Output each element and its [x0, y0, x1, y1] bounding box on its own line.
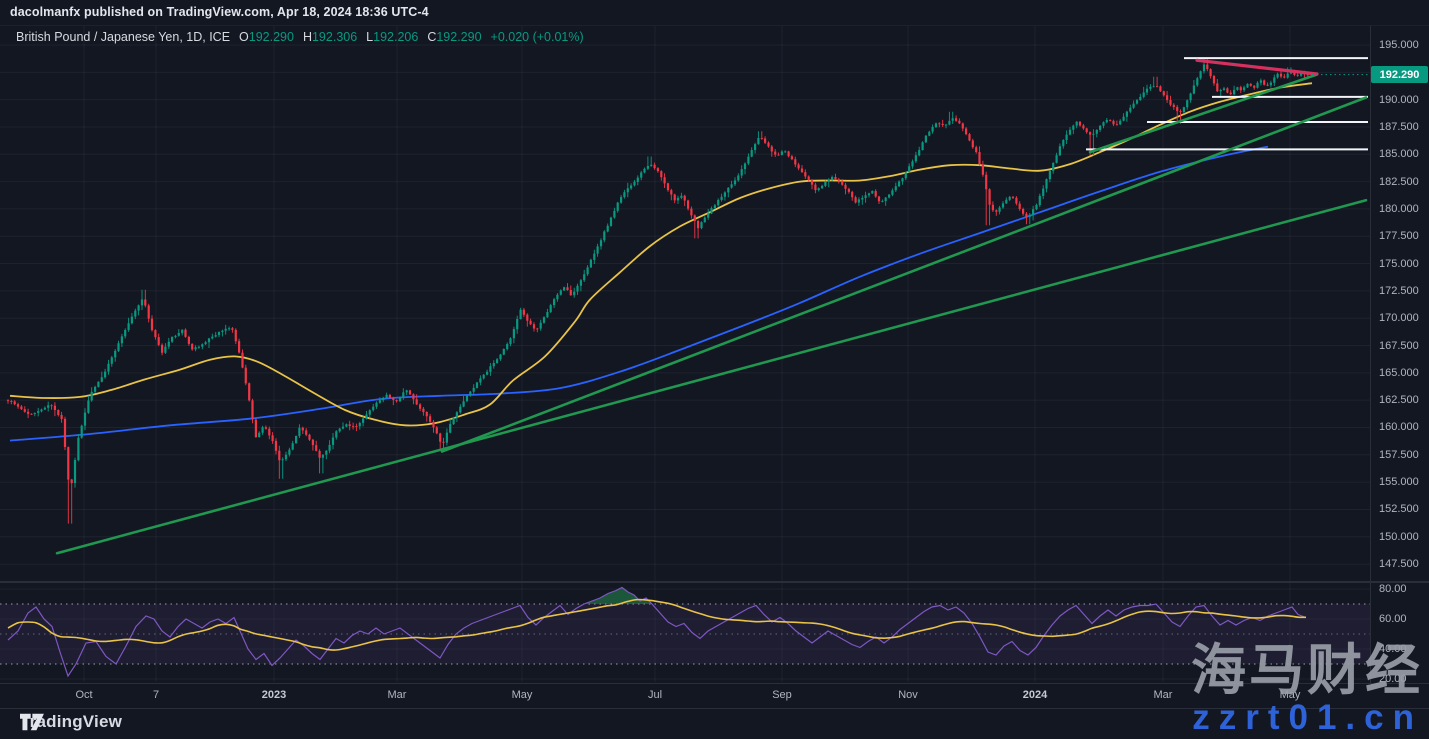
time-axis-label: 2024: [1022, 689, 1048, 701]
price-axis-label: 150.000: [1379, 530, 1419, 543]
time-axis-label: Jul: [647, 689, 663, 701]
rsi-indicator-pane[interactable]: [0, 583, 1370, 682]
price-axis-label: 167.500: [1379, 339, 1419, 352]
price-axis-label: 187.500: [1379, 120, 1419, 133]
rsi-axis-label: 60.00: [1379, 613, 1407, 625]
price-axis-label: 160.000: [1379, 421, 1419, 434]
pennant-upper-trendline: [1195, 58, 1319, 76]
price-axis-label: 177.500: [1379, 230, 1419, 243]
daily-change: +0.020 (+0.01%): [490, 30, 584, 44]
time-axis-label: Oct: [75, 689, 93, 701]
price-axis-label: 180.000: [1379, 202, 1419, 215]
time-axis-label: Mar: [1153, 689, 1173, 701]
price-axis-label: 195.000: [1379, 39, 1419, 51]
time-axis-label: Nov: [898, 689, 918, 701]
ohlc-open: O192.290: [239, 30, 294, 44]
rsi-axis-label: 20.00: [1379, 673, 1407, 685]
price-axis-label: 165.000: [1379, 366, 1419, 379]
price-axis-label: 155.000: [1379, 476, 1419, 489]
price-axis-label: 190.000: [1379, 93, 1419, 106]
tradingview-logo-text: TradingView: [20, 712, 123, 731]
price-axis-label: 157.500: [1379, 448, 1419, 461]
rsi-axis-label: 80.00: [1379, 583, 1407, 595]
price-axis-label: 170.000: [1379, 312, 1419, 325]
price-axis-label: 182.500: [1379, 175, 1419, 188]
secondary-support-trendline: [440, 96, 1368, 453]
price-axis-label: 185.000: [1379, 148, 1419, 161]
publish-header: dacolmanfx published on TradingView.com,…: [10, 5, 429, 19]
price-axis-label: 152.500: [1379, 503, 1419, 516]
price-axis[interactable]: 195.000 190.000 187.500 185.000 182.500 180.0…: [1371, 26, 1429, 685]
main-chart-pane[interactable]: [0, 26, 1370, 581]
pennant-lower-trendline: [1088, 73, 1319, 154]
price-axis-label: 147.500: [1379, 558, 1419, 571]
header-divider: [0, 25, 1429, 26]
time-axis-divider: [0, 683, 1429, 684]
time-axis-label: May: [511, 689, 533, 701]
time-axis-label: May: [1279, 689, 1301, 701]
down-candle-wicks: [7, 59, 1309, 524]
major-support-trendline: [55, 198, 1368, 555]
pane-resize-handle[interactable]: [0, 581, 1429, 583]
price-axis-label: 172.500: [1379, 284, 1419, 297]
footer-divider: [0, 708, 1429, 709]
rsi-band: [0, 604, 1370, 664]
symbol-info-bar[interactable]: British Pound / Japanese Yen, 1D, ICE O1…: [16, 30, 584, 44]
price-axis-label: 175.000: [1379, 257, 1419, 270]
tradingview-logo[interactable]: TradingView: [20, 712, 122, 732]
rsi-line: [7, 586, 1307, 678]
down-candle-bodies: [6, 64, 1309, 484]
time-axis-label: Sep: [772, 689, 792, 701]
tradingview-logo-icon: [20, 713, 44, 731]
price-axis-label: 162.500: [1379, 394, 1419, 407]
up-candle-wicks: [34, 59, 1302, 488]
symbol-title[interactable]: British Pound / Japanese Yen, 1D, ICE: [16, 30, 231, 44]
price-axis-divider: [1370, 26, 1371, 683]
rsi-ma-line: [7, 598, 1307, 651]
time-axis-label: 7: [152, 689, 160, 701]
time-axis-label: 2023: [261, 689, 287, 701]
ohlc-low: L192.206: [366, 30, 419, 44]
ma-100-line: [9, 82, 1313, 427]
time-axis[interactable]: Oct 7 2023 Mar May Jul Sep Nov 2024 Mar May: [0, 683, 1429, 708]
last-price-badge: 192.290: [1371, 66, 1428, 84]
ohlc-high: H192.306: [302, 30, 358, 44]
ma-200-line: [9, 145, 1269, 442]
time-axis-label: Mar: [387, 689, 407, 701]
rsi-axis-label: 40.00: [1379, 643, 1407, 655]
ohlc-close: C192.290: [427, 30, 482, 44]
